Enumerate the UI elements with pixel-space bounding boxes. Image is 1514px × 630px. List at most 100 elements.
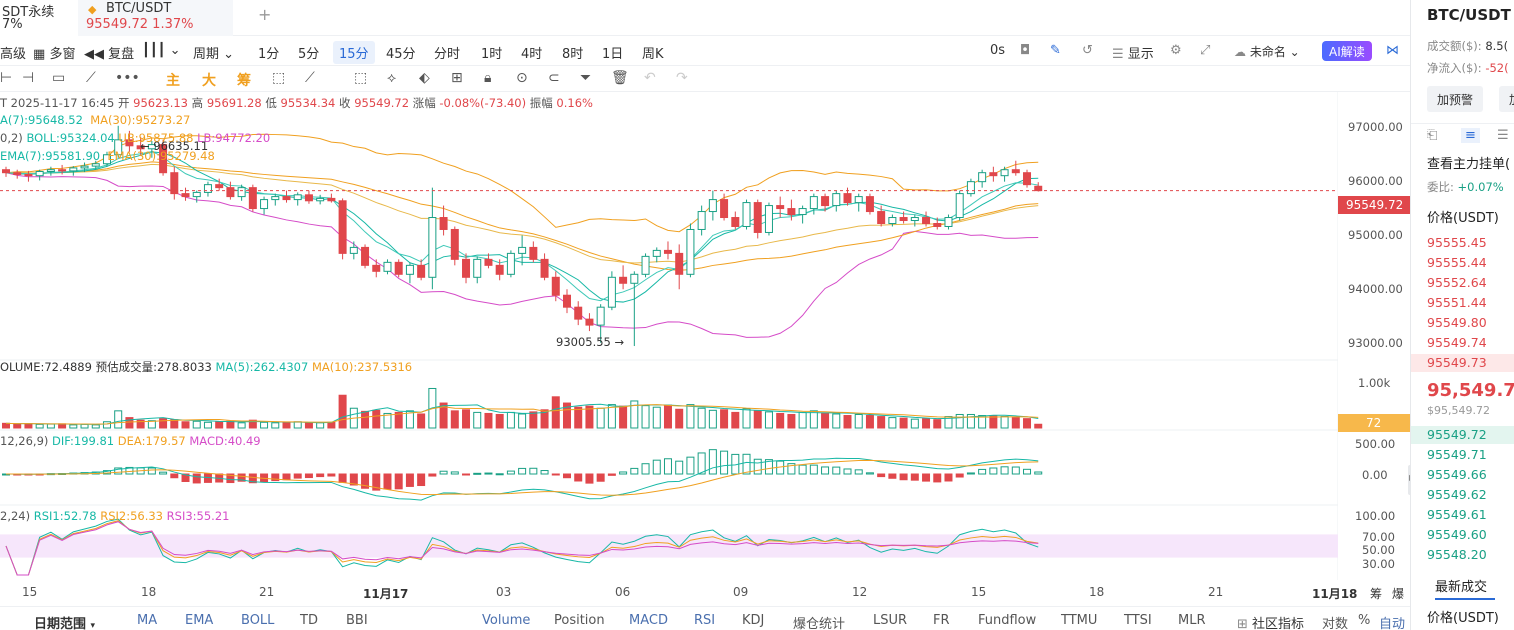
ask-price[interactable]: 95555.45: [1427, 235, 1487, 250]
sub-volume[interactable]: Volume: [482, 613, 531, 628]
ask-price[interactable]: 95549.73: [1427, 355, 1487, 370]
period-1h[interactable]: 1时: [481, 47, 503, 62]
ruler-icon[interactable]: ⟡: [387, 70, 397, 86]
horizontal-line-icon[interactable]: ⊣: [22, 70, 35, 86]
sub-liquidation[interactable]: 爆仓统计: [793, 617, 846, 630]
fullscreen-icon[interactable]: ⤢: [1200, 43, 1211, 58]
orderbook-view-1-icon[interactable]: ⎗: [1427, 128, 1438, 143]
latest-trades-tab[interactable]: 最新成交: [1435, 580, 1488, 595]
indicator-boll[interactable]: BOLL: [241, 613, 275, 628]
sub-mlr[interactable]: MLR: [1178, 613, 1206, 628]
bid-price[interactable]: 95549.66: [1427, 467, 1487, 482]
percent-scale-toggle[interactable]: %: [1358, 613, 1371, 628]
period-5m[interactable]: 5分: [298, 47, 320, 62]
bid-price[interactable]: 95549.62: [1427, 487, 1487, 502]
period-dropdown[interactable]: 周期 ⌄: [193, 43, 234, 62]
redo-icon[interactable]: ↷: [676, 70, 688, 86]
candle-body: [136, 145, 145, 150]
more-icon[interactable]: •••: [115, 70, 140, 86]
orderbook-view-2-icon[interactable]: ≡: [1461, 128, 1480, 143]
period-1m[interactable]: 1分: [258, 47, 280, 62]
sub-kdj[interactable]: KDJ: [742, 613, 765, 628]
filter-icon[interactable]: ⏷: [580, 70, 592, 86]
add-tab-button[interactable]: +: [258, 5, 272, 24]
indicator-ema[interactable]: EMA: [185, 613, 214, 628]
ask-price[interactable]: 95549.74: [1427, 335, 1487, 350]
bid-price[interactable]: 95549.60: [1427, 527, 1487, 542]
macd-histogram-bar: [563, 473, 571, 479]
orderbook-view-3-icon[interactable]: ☰: [1497, 128, 1509, 143]
indicator-td[interactable]: TD: [300, 613, 318, 628]
bid-price[interactable]: 95548.20: [1427, 547, 1487, 562]
multi-window-button[interactable]: ▦ 多窗: [33, 43, 75, 62]
period-timeshare[interactable]: 分时: [434, 47, 461, 62]
replay-button[interactable]: ◀◀ 复盘: [84, 43, 134, 62]
indicator-bbi[interactable]: BBI: [346, 613, 368, 628]
pencil-icon[interactable]: ✎: [1050, 43, 1061, 58]
add-alert-button[interactable]: 加预警: [1427, 86, 1484, 112]
date-tick: 18: [141, 585, 157, 599]
sub-ttsi[interactable]: TTSI: [1124, 613, 1152, 628]
period-1d[interactable]: 1日: [602, 47, 624, 62]
pen-tool-icon[interactable]: ⟋: [305, 70, 315, 86]
share-icon[interactable]: ⋈: [1386, 43, 1399, 58]
sub-rsi[interactable]: RSI: [694, 613, 716, 628]
measure-icon[interactable]: ⊞: [451, 70, 463, 86]
settings-icon[interactable]: ⚙: [1170, 43, 1182, 58]
sub-macd[interactable]: MACD: [629, 613, 668, 628]
advanced-button[interactable]: 高级: [0, 47, 27, 62]
tab-btc-usdt[interactable]: ◆ BTC/USDT 95549.72 1.37%: [78, 0, 233, 36]
bid-price[interactable]: 95549.71: [1427, 447, 1487, 462]
bid-price[interactable]: 95549.61: [1427, 507, 1487, 522]
ai-interpret-button[interactable]: AI解读: [1322, 41, 1372, 61]
chip-button[interactable]: 筹: [237, 73, 251, 89]
chart-type-button[interactable]: ┃┃┃ ⌄: [142, 43, 181, 58]
sub-ttmu[interactable]: TTMU: [1061, 613, 1098, 628]
trash-icon[interactable]: 🗑︎: [611, 70, 629, 86]
tab-usdt-perp[interactable]: SDT永续 7%: [0, 0, 78, 36]
main-force-button[interactable]: 主: [166, 73, 180, 89]
rectangle-icon[interactable]: ▭: [52, 70, 66, 86]
period-4h[interactable]: 4时: [521, 47, 543, 62]
ask-price[interactable]: 95555.44: [1427, 255, 1487, 270]
indicator-ma[interactable]: MA: [137, 613, 158, 628]
brush-icon[interactable]: ⬖: [419, 70, 430, 86]
main-orders-link[interactable]: 查看主力挂单(: [1427, 157, 1511, 172]
community-indicators-button[interactable]: ⊞ 社区指标: [1237, 613, 1304, 630]
period-15m[interactable]: 15分: [333, 41, 375, 64]
kline-chart[interactable]: [0, 0, 1338, 580]
lock-icon[interactable]: 🔒︎: [484, 70, 492, 86]
auto-scale-toggle[interactable]: 自动: [1379, 617, 1406, 630]
trendline-icon[interactable]: ⟋: [86, 70, 96, 86]
chip-toggle[interactable]: 筹: [1370, 587, 1383, 601]
eye-icon[interactable]: ⊙: [516, 70, 528, 86]
period-8h[interactable]: 8时: [562, 47, 584, 62]
camera-icon[interactable]: ◘: [1020, 43, 1031, 58]
candle-body: [764, 205, 773, 233]
draw-tool-icon[interactable]: ⬚: [272, 70, 286, 86]
undo-icon[interactable]: ↶: [644, 70, 656, 86]
add-button[interactable]: 加: [1499, 86, 1514, 112]
sub-position[interactable]: Position: [554, 613, 605, 628]
horizontal-ray-icon[interactable]: ⊢: [0, 70, 13, 86]
macd-histogram-bar: [877, 473, 886, 478]
sub-fr[interactable]: FR: [933, 613, 950, 628]
sub-lsur[interactable]: LSUR: [873, 613, 908, 628]
log-scale-toggle[interactable]: 对数: [1322, 617, 1349, 630]
layout-dropdown[interactable]: ☁ 未命名 ⌄: [1234, 43, 1300, 60]
ask-price[interactable]: 95549.80: [1427, 315, 1487, 330]
bid-price[interactable]: 95549.72: [1427, 427, 1487, 442]
ask-price[interactable]: 95552.64: [1427, 275, 1487, 290]
large-order-button[interactable]: 大: [202, 73, 216, 89]
display-button[interactable]: ☰ 显示: [1112, 43, 1154, 62]
volume-bar: [843, 415, 852, 429]
date-range-button[interactable]: 日期范围 ▾: [34, 613, 95, 630]
ask-price[interactable]: 95551.44: [1427, 295, 1487, 310]
undo-box-icon[interactable]: ↺: [1082, 43, 1093, 58]
period-1w[interactable]: 周K: [642, 47, 664, 62]
period-45m[interactable]: 45分: [386, 47, 416, 62]
select-tool-icon[interactable]: ⬚: [354, 70, 368, 86]
liquidation-toggle[interactable]: 爆: [1392, 587, 1405, 601]
magnet-icon[interactable]: ⊂: [548, 70, 560, 86]
sub-fundflow[interactable]: Fundflow: [978, 613, 1037, 628]
